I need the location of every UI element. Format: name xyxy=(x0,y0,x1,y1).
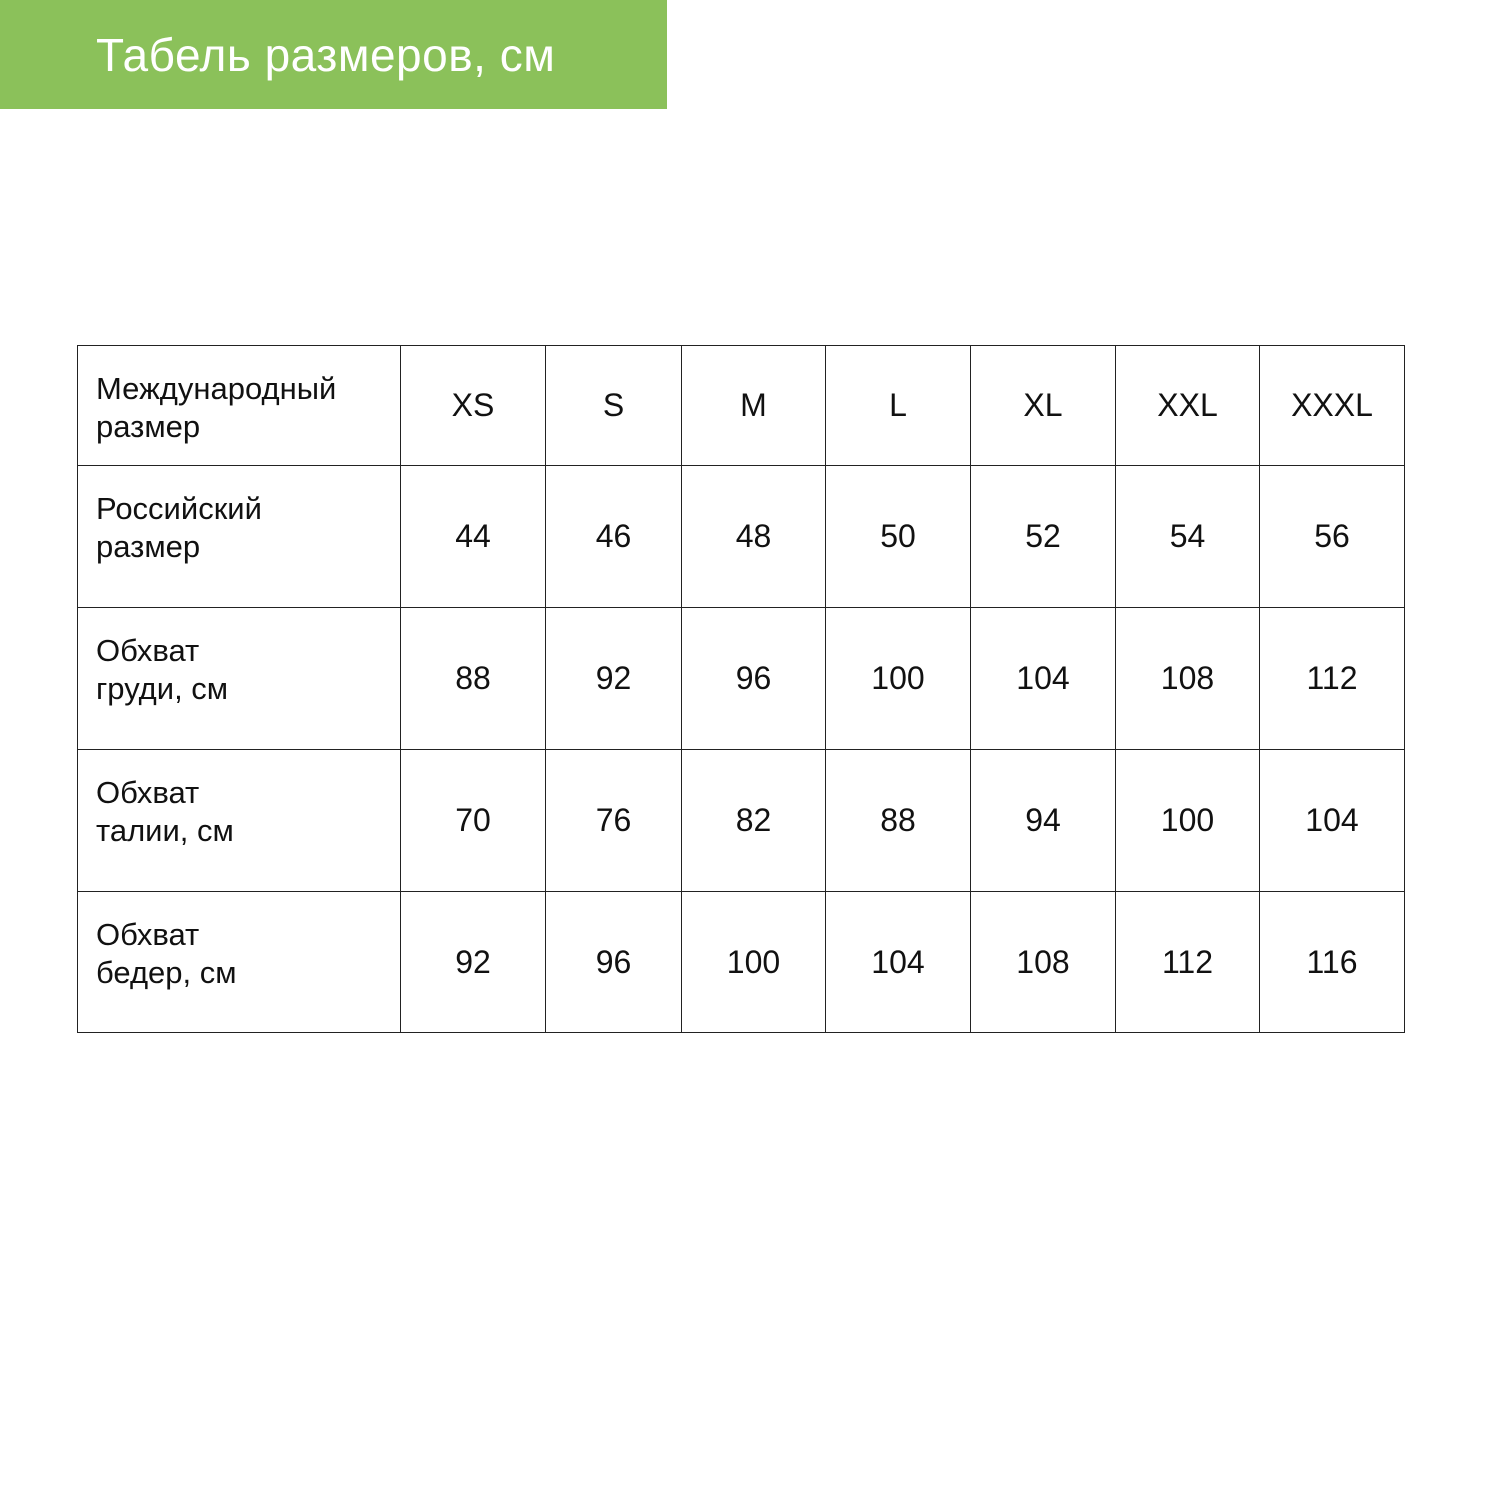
table-cell: 108 xyxy=(970,891,1116,1033)
table-cell: 96 xyxy=(545,891,682,1033)
row-label-line: Обхват xyxy=(96,633,200,668)
table-cell: 108 xyxy=(1115,607,1260,750)
table-cell: 56 xyxy=(1259,465,1405,608)
table-cell: XS xyxy=(400,345,546,466)
table-row: Обхват бедер, см 92 96 100 104 108 112 116 xyxy=(77,891,1405,1033)
table-cell: 88 xyxy=(400,607,546,750)
table-cell: 92 xyxy=(400,891,546,1033)
row-label-line: Российский xyxy=(96,491,262,526)
table-cell: XXXL xyxy=(1259,345,1405,466)
row-label-line: Обхват xyxy=(96,775,200,810)
table-cell: 76 xyxy=(545,749,682,892)
row-label-line: талии, см xyxy=(96,813,234,848)
row-label: Обхват талии, см xyxy=(77,749,401,892)
table-row: Международный размер XS S M L XL XXL XXXL xyxy=(77,345,1405,466)
table-cell: 92 xyxy=(545,607,682,750)
row-label-line: груди, см xyxy=(96,671,229,706)
table-cell: S xyxy=(545,345,682,466)
table-cell: 94 xyxy=(970,749,1116,892)
table-cell: 82 xyxy=(681,749,826,892)
row-label-line: бедер, см xyxy=(96,955,237,990)
title-banner: Табель размеров, см xyxy=(0,0,667,109)
table-cell: 52 xyxy=(970,465,1116,608)
row-label-line: размер xyxy=(96,529,201,564)
table-cell: 54 xyxy=(1115,465,1260,608)
table-cell: 116 xyxy=(1259,891,1405,1033)
table-cell: 100 xyxy=(1115,749,1260,892)
row-label: Обхват груди, см xyxy=(77,607,401,750)
table-cell: 112 xyxy=(1259,607,1405,750)
row-label-line: Международный xyxy=(96,371,337,406)
table-cell: 44 xyxy=(400,465,546,608)
table-cell: 70 xyxy=(400,749,546,892)
table-cell: L xyxy=(825,345,971,466)
row-label: Международный размер xyxy=(77,345,401,466)
table-cell: M xyxy=(681,345,826,466)
table-cell: 88 xyxy=(825,749,971,892)
table-row: Российский размер 44 46 48 50 52 54 56 xyxy=(77,465,1405,608)
size-chart-table: Международный размер XS S M L XL XXL XXXL Российс… xyxy=(77,345,1405,1033)
table-row: Обхват талии, см 70 76 82 88 94 100 104 xyxy=(77,749,1405,892)
table-cell: 112 xyxy=(1115,891,1260,1033)
table-cell: 96 xyxy=(681,607,826,750)
table-row: Обхват груди, см 88 92 96 100 104 108 112 xyxy=(77,607,1405,750)
table-cell: 50 xyxy=(825,465,971,608)
table-cell: XL xyxy=(970,345,1116,466)
table-cell: XXL xyxy=(1115,345,1260,466)
row-label-line: Обхват xyxy=(96,917,200,952)
page-title: Табель размеров, см xyxy=(96,29,556,81)
table-cell: 104 xyxy=(970,607,1116,750)
table-cell: 104 xyxy=(825,891,971,1033)
table-cell: 104 xyxy=(1259,749,1405,892)
row-label: Российский размер xyxy=(77,465,401,608)
row-label: Обхват бедер, см xyxy=(77,891,401,1033)
table-cell: 48 xyxy=(681,465,826,608)
table-cell: 100 xyxy=(681,891,826,1033)
table-cell: 100 xyxy=(825,607,971,750)
row-label-line: размер xyxy=(96,409,201,444)
table-cell: 46 xyxy=(545,465,682,608)
